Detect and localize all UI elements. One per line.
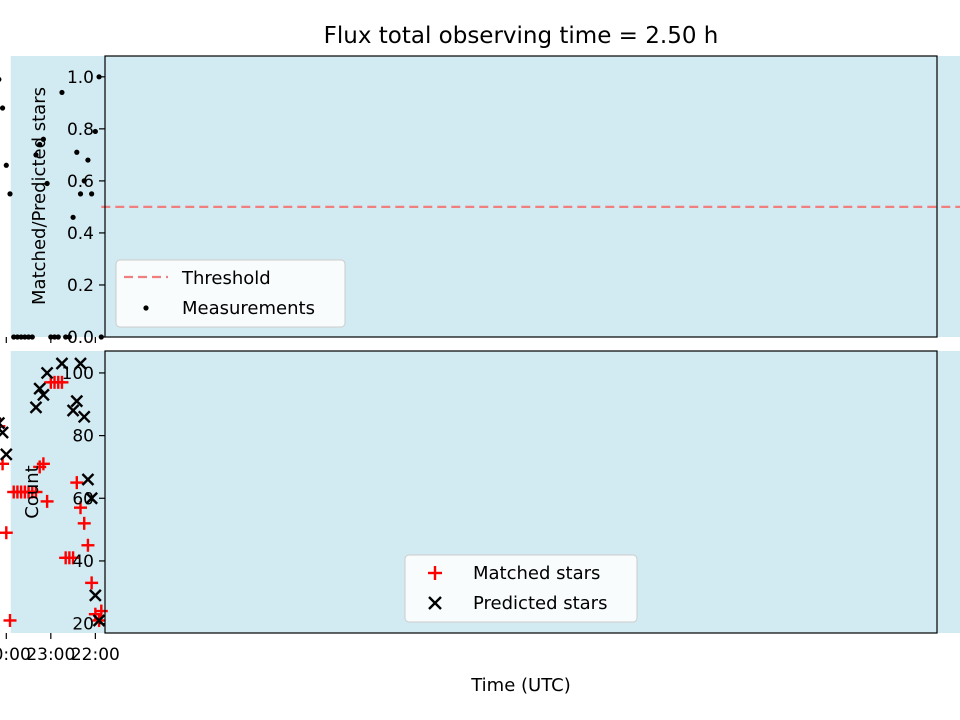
x-tick-label: 22:00 [71, 645, 120, 665]
measurement-point [14, 334, 21, 340]
measurement-point [33, 152, 39, 158]
ratio-x-ticks [5, 337, 96, 343]
matched-star-point [70, 476, 84, 490]
count-y-tick-label: 60 [72, 489, 94, 509]
measurement-point [7, 191, 13, 197]
ratio-y-tick-label: 1.0 [67, 68, 94, 88]
measurement-point [55, 334, 61, 340]
measurement-point [11, 334, 17, 340]
matched-star-point [81, 538, 95, 552]
measurement-point [92, 128, 98, 135]
legend-matched-label: Matched stars [473, 563, 600, 584]
measurement-point [89, 191, 95, 197]
measurement-point [37, 141, 43, 148]
count-y-tick-label: 20 [72, 615, 94, 635]
count-y-tick-label: 80 [72, 427, 94, 447]
measurement-point [0, 77, 2, 82]
predicted-star-point [33, 382, 47, 395]
predicted-star-point [0, 426, 9, 439]
count-y-tick-label: 40 [72, 552, 94, 572]
predicted-star-point [89, 589, 102, 602]
count-plot-frame [104, 350, 938, 634]
matched-star-point [59, 551, 73, 565]
matched-star-point [85, 576, 99, 590]
predicted-star-point [40, 366, 54, 380]
ratio-y-ticks: 0.0 0.2 0.4 0.6 0.8 1.0 [67, 68, 105, 348]
matched-star-point [77, 516, 91, 530]
ratio-y-tick-label: 0.4 [67, 224, 94, 244]
ratio-y-tick-label: 0.2 [67, 276, 94, 296]
legend-threshold-label: Threshold [181, 268, 271, 289]
measurement-point [40, 136, 46, 142]
measurement-points [0, 74, 104, 340]
predicted-star-point [85, 491, 98, 505]
ratio-y-axis-label: Matched/Predicted stars [29, 87, 50, 305]
measurement-point [18, 334, 24, 340]
legend-predicted-swatch [428, 596, 442, 610]
measurement-point [77, 191, 84, 197]
measurement-point [51, 334, 58, 340]
predicted-star-point [81, 473, 95, 486]
legend-matched-swatch [428, 566, 442, 580]
predicted-star-point [66, 404, 80, 417]
predicted-star-point [0, 416, 6, 430]
chart-title: Flux total observing time = 2.50 h [324, 23, 719, 49]
predicted-star-point [74, 357, 87, 370]
matched-star-point [88, 607, 102, 621]
legend-measurements-swatch [143, 305, 149, 311]
ratio-y-tick-label: 0.8 [67, 120, 94, 140]
measurement-point [44, 180, 50, 187]
measurement-point [0, 105, 6, 111]
predicted-star-point [70, 394, 84, 408]
measurement-point [66, 334, 72, 340]
count-legend-box [404, 554, 638, 623]
matched-star-point [7, 485, 21, 499]
predicted-star-point [77, 410, 91, 424]
x-axis-label: Time (UTC) [470, 675, 571, 696]
count-y-ticks: 20 40 60 80 100 [62, 364, 105, 635]
measurement-point [74, 149, 80, 155]
count-legend: Matched stars Predicted stars [404, 554, 638, 623]
ratio-legend-box [115, 259, 346, 328]
matched-star-point [33, 460, 47, 474]
measurement-point [85, 157, 91, 163]
predicted-star-point [29, 401, 43, 414]
legend-predicted-label: Predicted stars [473, 593, 607, 614]
measurement-point [59, 89, 65, 96]
ratio-panel: 0.0 0.2 0.4 0.6 0.8 1.0 Matched/Predicted sta… [0, 55, 960, 348]
predicted-star-point [0, 448, 13, 461]
measurement-point [29, 334, 35, 340]
count-points [0, 357, 108, 627]
matched-star-point [0, 526, 13, 540]
predicted-star-point [55, 357, 69, 370]
measurement-point [25, 334, 32, 340]
measurement-point [81, 178, 87, 184]
count-y-tick-label: 100 [62, 364, 94, 384]
matched-star-point [3, 613, 17, 627]
measurement-point [63, 334, 69, 340]
ratio-y-tick-label: 0.6 [67, 172, 94, 192]
x-tick-label: 00:00 [0, 645, 31, 665]
x-tick-label: 23:00 [26, 645, 75, 665]
predicted-star-point [37, 388, 50, 402]
measurement-point [22, 334, 28, 340]
measurement-point [3, 162, 9, 168]
ratio-y-tick-label: 0.0 [67, 328, 94, 348]
ratio-plot-frame [104, 55, 938, 338]
legend-measurements-label: Measurements [182, 298, 315, 319]
matched-star-point [74, 501, 88, 515]
matched-star-point [40, 494, 54, 508]
ratio-legend: Threshold Measurements [115, 259, 346, 328]
count-y-axis-label: Count [22, 465, 43, 518]
measurement-point [70, 214, 76, 220]
